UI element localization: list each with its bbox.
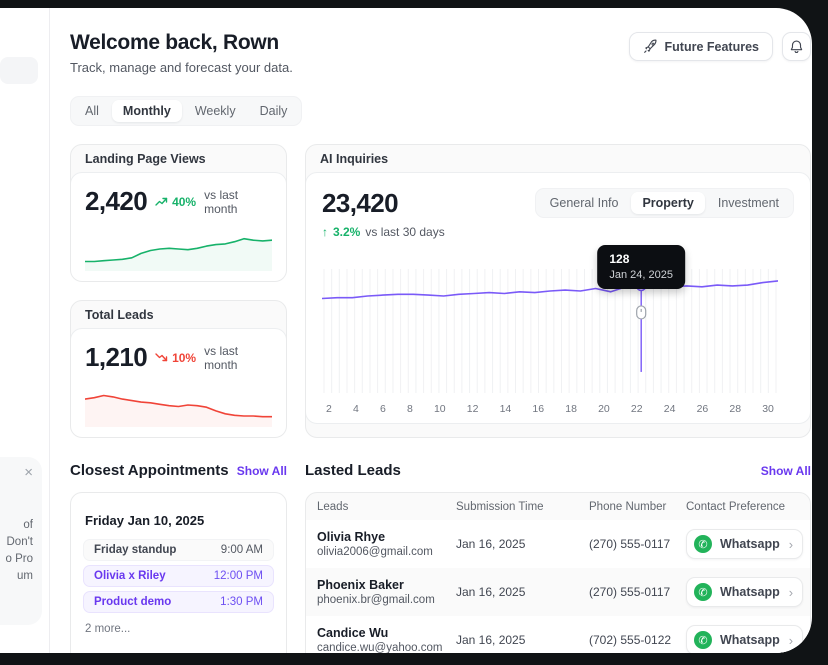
leads-heading: Lasted Leads — [305, 462, 401, 479]
ai-inquiries-value: 23,420 — [322, 188, 399, 218]
future-features-button[interactable]: Future Features — [628, 32, 773, 61]
close-icon[interactable]: × — [24, 464, 33, 481]
notifications-button[interactable] — [782, 32, 811, 61]
appointments-show-all-link[interactable]: Show All — [236, 463, 287, 478]
leads-section: Lasted Leads Show All Leads Submission T… — [305, 462, 811, 653]
whatsapp-icon: ✆ — [694, 535, 712, 553]
sidebar-nav-item[interactable] — [0, 57, 38, 84]
up-arrow-icon: ↑ — [322, 225, 328, 239]
total-leads-value: 1,210 — [85, 342, 148, 372]
total-leads-chart — [85, 394, 272, 427]
leads-show-all-link[interactable]: Show All — [760, 463, 811, 478]
ai-x-axis: 2 4 6 8 10 12 14 16 18 20 22 24 26 28 30 — [326, 403, 774, 415]
table-row[interactable]: Candice Wu candice.wu@yahoo.com Jan 16, … — [306, 616, 810, 653]
trend-up-icon — [155, 197, 168, 206]
promo-text-fragments: of Don't o Pro um — [5, 519, 34, 582]
appointments-section: Closest Appointments Show All Friday Jan… — [70, 462, 287, 653]
appointment-date: Friday Jan 10, 2025 — [85, 513, 205, 528]
period-tabs: All Monthly Weekly Daily — [70, 96, 303, 126]
card-title: Landing Page Views — [85, 152, 206, 166]
trend-down-indicator: 10% — [155, 351, 196, 365]
landing-views-value: 2,420 — [85, 186, 148, 216]
table-row[interactable]: Phoenix Baker phoenix.br@gmail.com Jan 1… — [306, 568, 810, 616]
ai-change-row: ↑ 3.2% vs last 30 days — [322, 225, 445, 239]
sidebar: × of Don't o Pro um — [0, 8, 50, 653]
chevron-right-icon: › — [788, 632, 794, 648]
appointment-item[interactable]: Friday standup 9:00 AM — [83, 539, 274, 561]
ai-inquiries-chart[interactable] — [321, 255, 779, 393]
total-leads-card: Total Leads 1,210 10% vs last month — [70, 300, 287, 438]
trend-down-icon — [155, 353, 168, 362]
page-subtitle: Track, manage and forecast your data. — [70, 60, 293, 75]
page-header: Welcome back, Rown Track, manage and for… — [70, 31, 811, 75]
appointment-item[interactable]: Product demo 1:30 PM — [83, 591, 274, 613]
landing-views-chart — [85, 237, 272, 271]
stats-column: Landing Page Views 2,420 40% vs last mon… — [70, 144, 287, 438]
appointment-item[interactable]: Olivia x Riley 12:00 PM — [83, 565, 274, 587]
main-content: Welcome back, Rown Track, manage and for… — [50, 8, 812, 653]
tab-weekly[interactable]: Weekly — [194, 104, 236, 118]
chevron-right-icon: › — [788, 536, 794, 552]
rocket-icon — [643, 39, 657, 53]
tab-monthly[interactable]: Monthly — [111, 100, 182, 122]
card-title: AI Inquiries — [320, 152, 389, 166]
whatsapp-icon: ✆ — [694, 631, 712, 649]
app-window: × of Don't o Pro um Welcome back, Rown T… — [0, 8, 812, 653]
appointments-heading: Closest Appointments — [70, 462, 229, 479]
card-title: Total Leads — [85, 308, 154, 322]
bell-icon — [790, 40, 803, 53]
whatsapp-button[interactable]: ✆ Whatsapp › — [686, 577, 804, 607]
tab-investment[interactable]: Investment — [717, 196, 779, 210]
tab-property[interactable]: Property — [631, 192, 705, 214]
ai-inquiries-card: AI Inquiries 23,420 ↑ 3.2% vs last 30 da… — [305, 144, 811, 438]
chevron-right-icon: › — [788, 584, 794, 600]
page-title: Welcome back, Rown — [70, 31, 279, 54]
tab-daily[interactable]: Daily — [259, 104, 288, 118]
leads-table: Leads Submission Time Phone Number Conta… — [305, 492, 811, 653]
ai-category-tabs: General Info Property Investment — [534, 188, 794, 218]
chart-tooltip: 128 Jan 24, 2025 — [597, 245, 685, 289]
leads-table-header: Leads Submission Time Phone Number Conta… — [317, 500, 786, 513]
whatsapp-button[interactable]: ✆ Whatsapp › — [686, 529, 804, 559]
tab-all[interactable]: All — [85, 104, 99, 118]
landing-page-views-card: Landing Page Views 2,420 40% vs last mon… — [70, 144, 287, 282]
appointments-card: Friday Jan 10, 2025 Friday standup 9:00 … — [70, 492, 287, 653]
whatsapp-button[interactable]: ✆ Whatsapp › — [686, 625, 804, 653]
tab-general-info[interactable]: General Info — [549, 196, 619, 210]
ai-chart-area: 128 Jan 24, 2025 2 4 6 8 10 12 14 16 18 20 22 24 26 2… — [321, 245, 794, 415]
whatsapp-icon: ✆ — [694, 583, 712, 601]
table-row[interactable]: Olivia Rhye olivia2006@gmail.com Jan 16,… — [306, 520, 810, 568]
sidebar-promo-card: × of Don't o Pro um — [0, 457, 42, 625]
trend-up-indicator: 40% — [155, 195, 196, 209]
appointments-more-link[interactable]: 2 more... — [85, 623, 131, 635]
